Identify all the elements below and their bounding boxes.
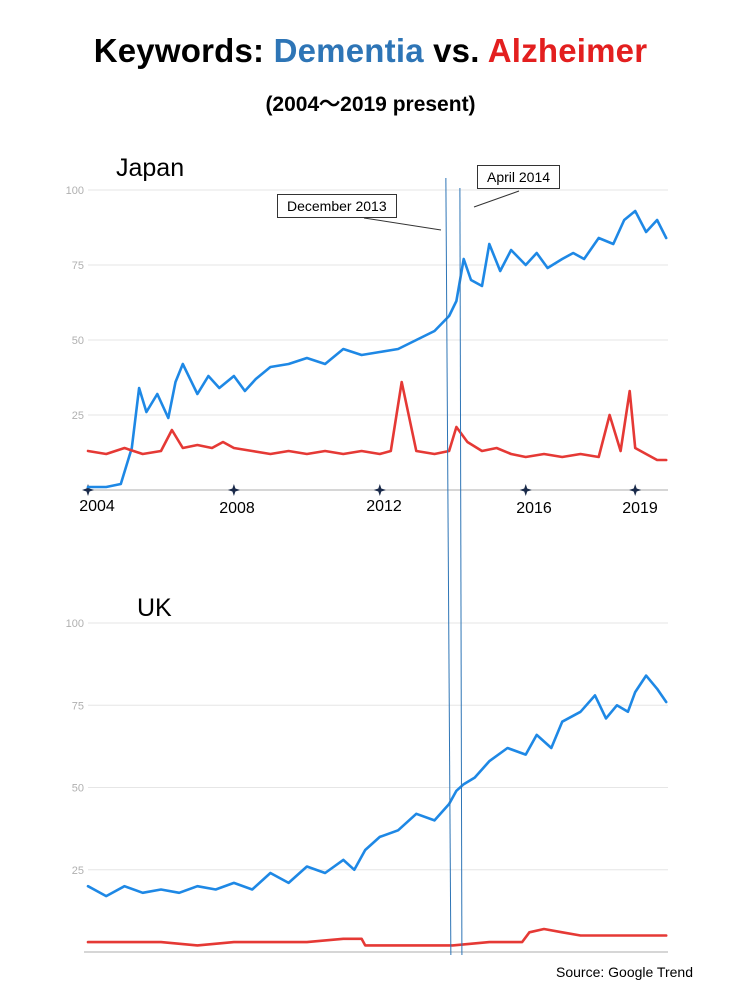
japan-xtick-marker-2016 [519, 484, 532, 496]
japan-xtick-marker-2012 [373, 484, 386, 496]
year-label-2004: 2004 [79, 498, 115, 515]
year-label-2019: 2019 [622, 500, 658, 517]
title-keyword-dementia: Dementia [273, 32, 424, 69]
japan-ytick-100: 100 [66, 185, 84, 197]
region-label-japan: Japan [116, 154, 185, 182]
title-vs: vs. [433, 32, 480, 69]
year-label-2008: 2008 [219, 500, 255, 517]
year-label-2012: 2012 [366, 498, 402, 515]
title-keyword-alzheimer: Alzheimer [487, 32, 648, 69]
callout-december-2013: December 2013 [277, 194, 397, 218]
japan-ytick-25: 25 [72, 410, 84, 422]
japan-series-dementia [86, 209, 668, 489]
japan-xtick-marker-2008 [227, 484, 240, 496]
marker-line-april-2014 [459, 187, 463, 956]
japan-xtick-marker-2004 [82, 484, 94, 496]
callout-pointer-april-2014 [473, 190, 520, 208]
marker-line-december-2013 [445, 177, 452, 956]
uk-ytick-75: 75 [72, 700, 84, 712]
uk-ytick-25: 25 [72, 865, 84, 877]
title-prefix: Keywords: [93, 32, 265, 69]
callout-pointer-december-2013 [363, 217, 442, 231]
callout-april-2014: April 2014 [477, 165, 561, 189]
japan-series-alzheimer [86, 380, 668, 462]
chart-title: Keywords: Dementia vs. Alzheimer [0, 32, 741, 70]
uk-series-dementia [86, 674, 668, 898]
year-label-2016: 2016 [516, 500, 552, 517]
chart-subtitle: (2004～2019 present) [265, 93, 476, 116]
japan-ytick-50: 50 [72, 335, 84, 347]
uk-ytick-100: 100 [66, 618, 84, 630]
japan-ytick-75: 75 [72, 260, 84, 272]
uk-series-alzheimer [86, 927, 668, 947]
source-note: Source: Google Trend [556, 964, 693, 980]
japan-xtick-marker-2019 [629, 484, 642, 496]
uk-ytick-50: 50 [72, 783, 84, 795]
region-label-uk: UK [137, 594, 172, 622]
